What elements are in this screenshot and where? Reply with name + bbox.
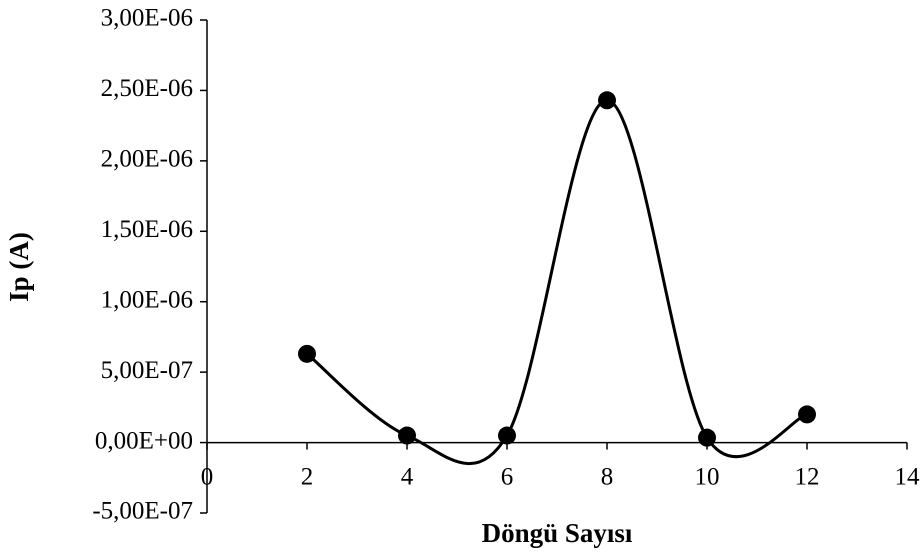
data-point [298,344,316,363]
y-tick-label: 1,00E-06 [101,286,193,313]
data-point [798,405,816,424]
x-axis-title: Döngü Sayısı [482,518,633,548]
x-tick-label: 0 [201,463,214,490]
x-tick-label: 2 [301,463,314,490]
y-tick-label: 0,00E+00 [95,427,193,454]
y-tick-label: 5,00E-07 [101,357,193,384]
series-line [306,98,808,466]
y-tick-label: 3,00E-06 [101,5,193,32]
y-tick-label: 2,50E-06 [101,75,193,102]
x-tick-label: 14 [895,463,921,490]
x-tick-label: 4 [401,463,414,490]
y-tick-label: 1,50E-06 [101,216,193,243]
data-point [598,91,616,110]
y-tick-label: -5,00E-07 [92,498,193,525]
x-tick-label: 8 [601,463,614,490]
data-point [398,426,416,445]
data-point [498,426,516,445]
data-point [698,428,716,447]
x-tick-label: 12 [795,463,820,490]
y-axis-title: Ip (A) [4,232,34,302]
y-tick-label: 2,00E-06 [101,146,193,173]
x-tick-label: 10 [695,463,720,490]
x-tick-label: 6 [501,463,514,490]
